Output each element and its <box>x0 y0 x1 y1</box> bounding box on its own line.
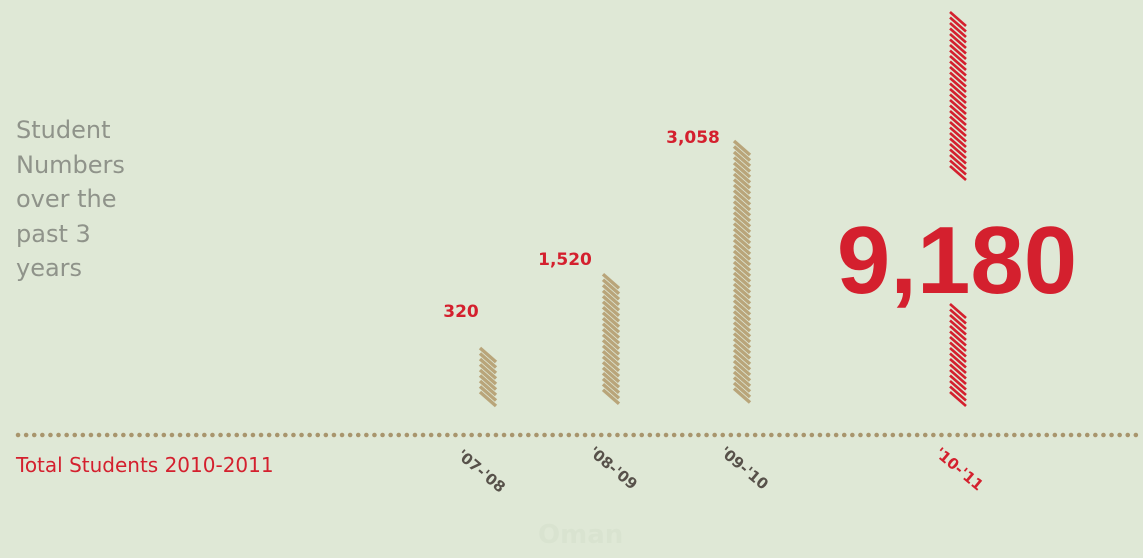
bar-hatch-layer <box>478 11 967 408</box>
highlight-value-label: 9,180 <box>837 207 1077 314</box>
bar-hatched-2 <box>732 139 752 404</box>
bar-highlight-upper <box>949 11 967 181</box>
category-tick-label: '07-'08 <box>454 446 509 497</box>
bar-hatched-0 <box>478 346 498 408</box>
side-title-line: past 3 <box>16 219 91 248</box>
bar-hatched-1 <box>601 273 621 406</box>
side-title-line: over the <box>16 185 117 213</box>
side-title-line: Numbers <box>16 150 125 179</box>
background-map-label: Oman <box>538 520 624 550</box>
category-tick-label: '09-'10 <box>717 443 772 494</box>
chart-label-layer: 320 1,520 3,058 9,180 '07-'08 '08-'09 '09-'10 '… <box>443 128 1077 496</box>
side-title-line: Student <box>16 116 111 144</box>
bar-highlight-lower <box>949 303 967 407</box>
category-tick-label: '08-'09 <box>586 443 641 494</box>
side-title-line: years <box>16 254 83 282</box>
side-title: Student Numbers over the past 3 years <box>16 113 166 286</box>
bar-value-label: 3,058 <box>666 128 720 148</box>
category-tick-label: '10-'11 <box>932 444 987 495</box>
bar-value-label: 1,520 <box>538 250 592 270</box>
total-students-label: Total Students 2010-2011 <box>16 453 274 477</box>
bar-value-label: 320 <box>443 302 479 322</box>
